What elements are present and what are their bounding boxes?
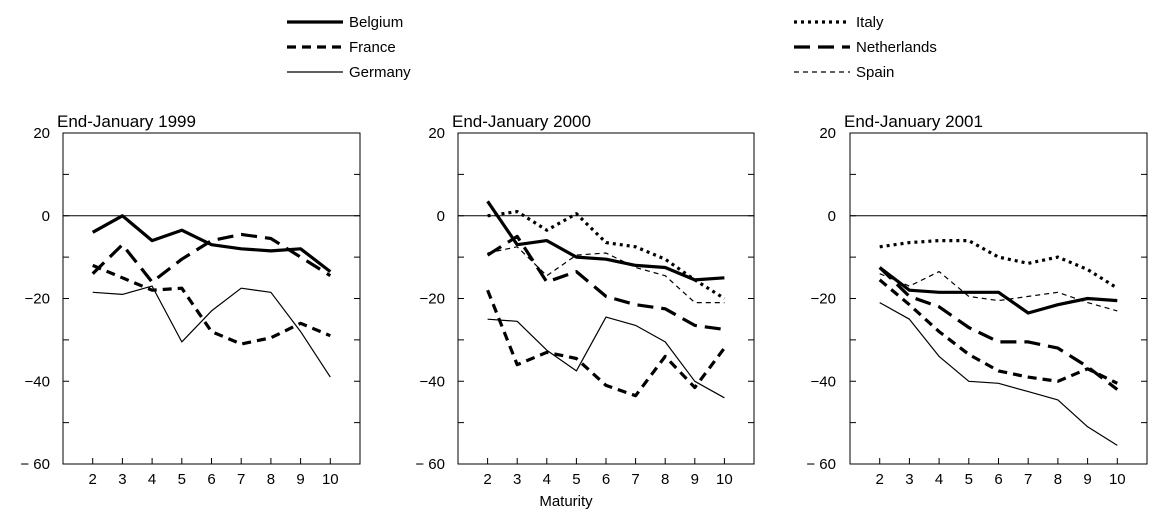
x-axis-label: Maturity — [539, 493, 593, 510]
x-tick-label: 8 — [267, 471, 275, 488]
y-tick-label: −40 — [25, 373, 50, 390]
x-tick-label: 3 — [513, 471, 521, 488]
chart-panel-2: End-January 2000 20 0 −20 −40 − 60 2 3 4 5 6 7 8 9 10 — [415, 112, 755, 488]
y-tick-label: 20 — [428, 125, 445, 142]
legend-item-germany: Germany — [287, 64, 411, 81]
x-tick-label: 4 — [935, 471, 943, 488]
legend-item-netherlands: Netherlands — [794, 39, 937, 56]
y-tick-label: 0 — [437, 208, 445, 225]
y-tick-label: 20 — [819, 125, 836, 142]
y-tick-label: 20 — [33, 125, 50, 142]
y-tick-label: −20 — [420, 291, 445, 308]
plot-frame — [457, 132, 755, 465]
legend-label: France — [349, 39, 396, 56]
chart-title: End-January 2000 — [452, 112, 591, 131]
y-tick-label: −20 — [811, 291, 836, 308]
y-tick-label: − 60 — [415, 456, 445, 473]
x-tick-label: 5 — [178, 471, 186, 488]
series-line-germany — [92, 285, 331, 378]
x-tick-label: 4 — [148, 471, 156, 488]
series-line-germany — [879, 302, 1118, 446]
series-line-belgium — [486, 200, 725, 282]
x-tick-label: 6 — [602, 471, 610, 488]
chart-title: End-January 1999 — [57, 112, 196, 131]
series-line-spain — [487, 246, 725, 304]
y-tick-label: −40 — [420, 373, 445, 390]
legend-label: Netherlands — [856, 39, 937, 56]
series-line-italy — [487, 210, 726, 300]
legend-item-belgium: Belgium — [287, 14, 403, 31]
x-tick-label: 2 — [483, 471, 491, 488]
y-tick-label: −40 — [811, 373, 836, 390]
y-tick-label: 0 — [42, 208, 50, 225]
series-line-italy — [879, 239, 1119, 290]
x-tick-label: 7 — [237, 471, 245, 488]
chart-panel-1: End-January 1999 20 0 −20 −40 − 60 2 3 4 5 6 7 8 9 10 — [20, 112, 361, 488]
x-tick-label: 5 — [572, 471, 580, 488]
legend: Belgium France Germany Italy Netherlands Spai… — [287, 14, 937, 81]
x-tick-label: 10 — [322, 471, 339, 488]
x-tick-label: 7 — [1024, 471, 1032, 488]
y-tick-label: − 60 — [806, 456, 836, 473]
legend-item-france: France — [287, 39, 396, 56]
chart-panel-3: End-January 2001 20 0 −20 −40 − 60 2 3 4 5 6 7 8 9 10 — [806, 112, 1148, 488]
y-tick-label: − 60 — [20, 456, 50, 473]
x-tick-label: 10 — [716, 471, 733, 488]
series-line-france — [486, 289, 726, 398]
series-line-belgium — [878, 266, 1118, 315]
series-line-netherlands — [878, 266, 1119, 391]
series-line-netherlands — [486, 234, 725, 332]
x-tick-label: 9 — [691, 471, 699, 488]
series-line-germany — [487, 316, 725, 399]
legend-label: Italy — [856, 14, 884, 31]
legend-item-spain: Spain — [794, 64, 894, 81]
series-line-netherlands — [91, 232, 332, 284]
x-tick-label: 9 — [296, 471, 304, 488]
x-tick-label: 6 — [207, 471, 215, 488]
legend-label: Belgium — [349, 14, 403, 31]
legend-label: Spain — [856, 64, 894, 81]
x-tick-label: 10 — [1109, 471, 1126, 488]
x-tick-label: 3 — [905, 471, 913, 488]
x-tick-label: 4 — [543, 471, 551, 488]
legend-item-italy: Italy — [794, 14, 884, 31]
y-tick-label: 0 — [828, 208, 836, 225]
x-tick-label: 7 — [631, 471, 639, 488]
x-tick-label: 2 — [876, 471, 884, 488]
legend-label: Germany — [349, 64, 411, 81]
series-line-france — [92, 263, 331, 346]
plot-frame — [62, 132, 361, 465]
x-tick-label: 6 — [994, 471, 1002, 488]
x-tick-label: 8 — [661, 471, 669, 488]
series-line-belgium — [91, 214, 332, 273]
x-tick-label: 5 — [965, 471, 973, 488]
y-tick-label: −20 — [25, 291, 50, 308]
x-tick-label: 8 — [1054, 471, 1062, 488]
series-line-france — [878, 278, 1119, 385]
x-tick-label: 3 — [118, 471, 126, 488]
x-tick-label: 2 — [89, 471, 97, 488]
x-tick-label: 9 — [1083, 471, 1091, 488]
chart-title: End-January 2001 — [844, 112, 983, 131]
